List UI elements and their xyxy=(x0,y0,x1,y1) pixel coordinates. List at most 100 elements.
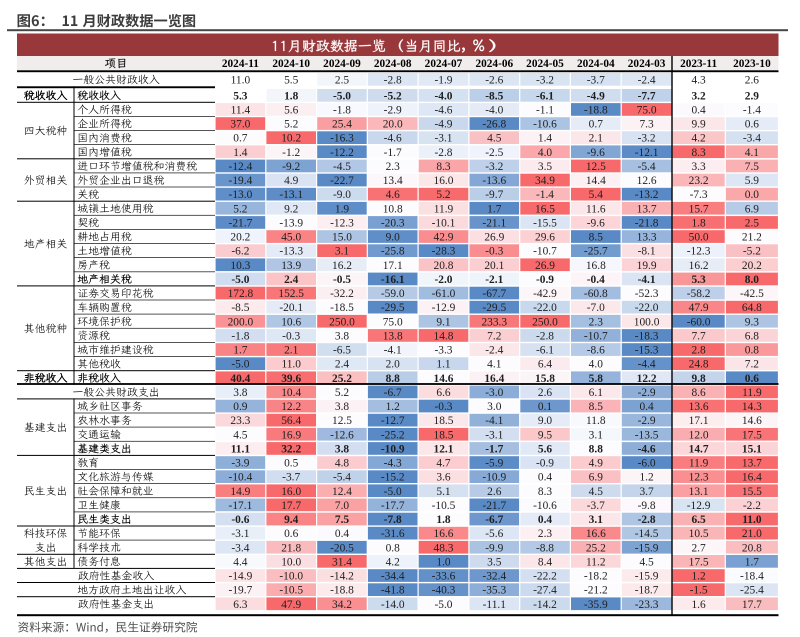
svg-text:75.0: 75.0 xyxy=(637,105,657,117)
svg-text:-3.4: -3.4 xyxy=(743,133,761,145)
svg-text:1.7: 1.7 xyxy=(233,345,248,357)
svg-text:17.7: 17.7 xyxy=(742,599,762,611)
svg-text:8.0: 8.0 xyxy=(745,274,760,286)
svg-text:-10.4: -10.4 xyxy=(229,472,253,484)
svg-text:-22.7: -22.7 xyxy=(330,175,354,187)
svg-text:3.0: 3.0 xyxy=(487,401,502,413)
svg-text:2.3: 2.3 xyxy=(589,316,604,328)
svg-text:5.2: 5.2 xyxy=(436,189,451,201)
svg-text:-34.4: -34.4 xyxy=(381,571,405,583)
svg-text:-3.7: -3.7 xyxy=(282,472,300,484)
svg-text:-3.0: -3.0 xyxy=(485,387,503,399)
svg-text:-59.0: -59.0 xyxy=(381,288,405,300)
svg-text:2.8: 2.8 xyxy=(691,345,706,357)
svg-text:-10.6: -10.6 xyxy=(533,119,557,131)
svg-text:4.2: 4.2 xyxy=(386,556,401,568)
svg-text:0.4: 0.4 xyxy=(691,105,706,117)
svg-text:-3.2: -3.2 xyxy=(485,161,503,173)
svg-text:10.2: 10.2 xyxy=(281,133,301,145)
svg-text:10.0: 10.0 xyxy=(281,556,301,568)
svg-text:-9.2: -9.2 xyxy=(282,161,300,173)
svg-text:21.0: 21.0 xyxy=(742,528,762,540)
svg-text:2.7: 2.7 xyxy=(691,542,706,554)
svg-text:0.6: 0.6 xyxy=(745,373,760,385)
svg-text:9.2: 9.2 xyxy=(284,203,299,215)
svg-text:2.9: 2.9 xyxy=(745,90,760,102)
svg-text:2.3: 2.3 xyxy=(386,161,401,173)
svg-text:-6.7: -6.7 xyxy=(485,514,503,526)
svg-text:-3.1: -3.1 xyxy=(485,429,503,441)
svg-text:-7.3: -7.3 xyxy=(690,189,708,201)
svg-text:-1.1: -1.1 xyxy=(536,105,554,117)
svg-text:-10.7: -10.7 xyxy=(533,246,557,258)
svg-text:2.4: 2.4 xyxy=(284,274,299,286)
svg-text:4.1: 4.1 xyxy=(487,359,502,371)
svg-text:6.8: 6.8 xyxy=(745,331,760,343)
svg-text:-4.1: -4.1 xyxy=(485,415,503,427)
svg-text:2.5: 2.5 xyxy=(745,218,760,230)
svg-text:-13.6: -13.6 xyxy=(482,175,506,187)
svg-text:-4.3: -4.3 xyxy=(384,458,402,470)
svg-text:-4.1: -4.1 xyxy=(384,345,402,357)
svg-text:-2.9: -2.9 xyxy=(638,387,656,399)
svg-text:50.0: 50.0 xyxy=(689,232,709,244)
svg-text:-5.0: -5.0 xyxy=(384,486,402,498)
svg-text:-3.9: -3.9 xyxy=(231,458,249,470)
svg-text:-19.4: -19.4 xyxy=(229,175,253,187)
svg-text:-27.4: -27.4 xyxy=(533,585,557,597)
svg-text:-3.2: -3.2 xyxy=(638,133,656,145)
svg-text:4.5: 4.5 xyxy=(589,486,604,498)
svg-text:18.5: 18.5 xyxy=(434,429,454,441)
svg-text:-42.9: -42.9 xyxy=(533,288,557,300)
svg-text:-0.9: -0.9 xyxy=(536,458,554,470)
svg-text:-7.8: -7.8 xyxy=(384,514,402,526)
svg-text:2024-06: 2024-06 xyxy=(475,58,513,70)
svg-text:7.2: 7.2 xyxy=(487,331,502,343)
svg-text:-60.8: -60.8 xyxy=(584,288,608,300)
svg-text:1.9: 1.9 xyxy=(335,203,350,215)
svg-text:9.8: 9.8 xyxy=(691,373,706,385)
svg-text:-0.3: -0.3 xyxy=(485,246,503,258)
svg-text:-15.9: -15.9 xyxy=(635,571,659,583)
svg-text:12.3: 12.3 xyxy=(689,472,709,484)
svg-text:0.7: 0.7 xyxy=(233,133,248,145)
svg-text:9.1: 9.1 xyxy=(436,316,451,328)
svg-text:8.5: 8.5 xyxy=(589,232,604,244)
svg-text:-10.6: -10.6 xyxy=(533,500,557,512)
svg-text:9.9: 9.9 xyxy=(691,119,706,131)
svg-text:-3.7: -3.7 xyxy=(587,500,605,512)
svg-text:250.0: 250.0 xyxy=(329,316,355,328)
svg-text:0.4: 0.4 xyxy=(639,401,654,413)
svg-text:11.0: 11.0 xyxy=(281,359,301,371)
svg-text:39.6: 39.6 xyxy=(281,373,301,385)
svg-text:9.0: 9.0 xyxy=(538,415,553,427)
svg-text:9.5: 9.5 xyxy=(538,429,553,441)
svg-text:21.8: 21.8 xyxy=(281,542,301,554)
svg-text:13.7: 13.7 xyxy=(742,458,762,470)
svg-text:14.9: 14.9 xyxy=(230,486,250,498)
svg-text:-6.1: -6.1 xyxy=(536,345,554,357)
svg-text:-18.5: -18.5 xyxy=(330,302,354,314)
svg-text:12.5: 12.5 xyxy=(332,415,352,427)
svg-text:-0.4: -0.4 xyxy=(587,274,605,286)
svg-text:20.8: 20.8 xyxy=(742,542,762,554)
svg-text:11.9: 11.9 xyxy=(742,387,762,399)
svg-text:-21.2: -21.2 xyxy=(584,585,608,597)
svg-text:34.9: 34.9 xyxy=(535,175,555,187)
svg-text:-14.0: -14.0 xyxy=(381,599,405,611)
svg-text:-12.3: -12.3 xyxy=(687,246,711,258)
svg-text:-6.7: -6.7 xyxy=(384,387,402,399)
svg-text:8.6: 8.6 xyxy=(691,387,706,399)
svg-text:3.5: 3.5 xyxy=(487,556,502,568)
svg-text:20.0: 20.0 xyxy=(383,119,403,131)
svg-text:20.1: 20.1 xyxy=(484,260,504,272)
svg-text:-6.2: -6.2 xyxy=(231,246,249,258)
svg-text:-13.9: -13.9 xyxy=(279,218,303,230)
svg-text:0.5: 0.5 xyxy=(284,458,299,470)
svg-text:12.5: 12.5 xyxy=(586,161,606,173)
svg-text:-40.3: -40.3 xyxy=(432,585,456,597)
svg-text:-10.1: -10.1 xyxy=(432,218,456,230)
svg-text:5.5: 5.5 xyxy=(284,75,299,87)
svg-text:-12.9: -12.9 xyxy=(432,302,456,314)
svg-text:-4.5: -4.5 xyxy=(333,161,351,173)
